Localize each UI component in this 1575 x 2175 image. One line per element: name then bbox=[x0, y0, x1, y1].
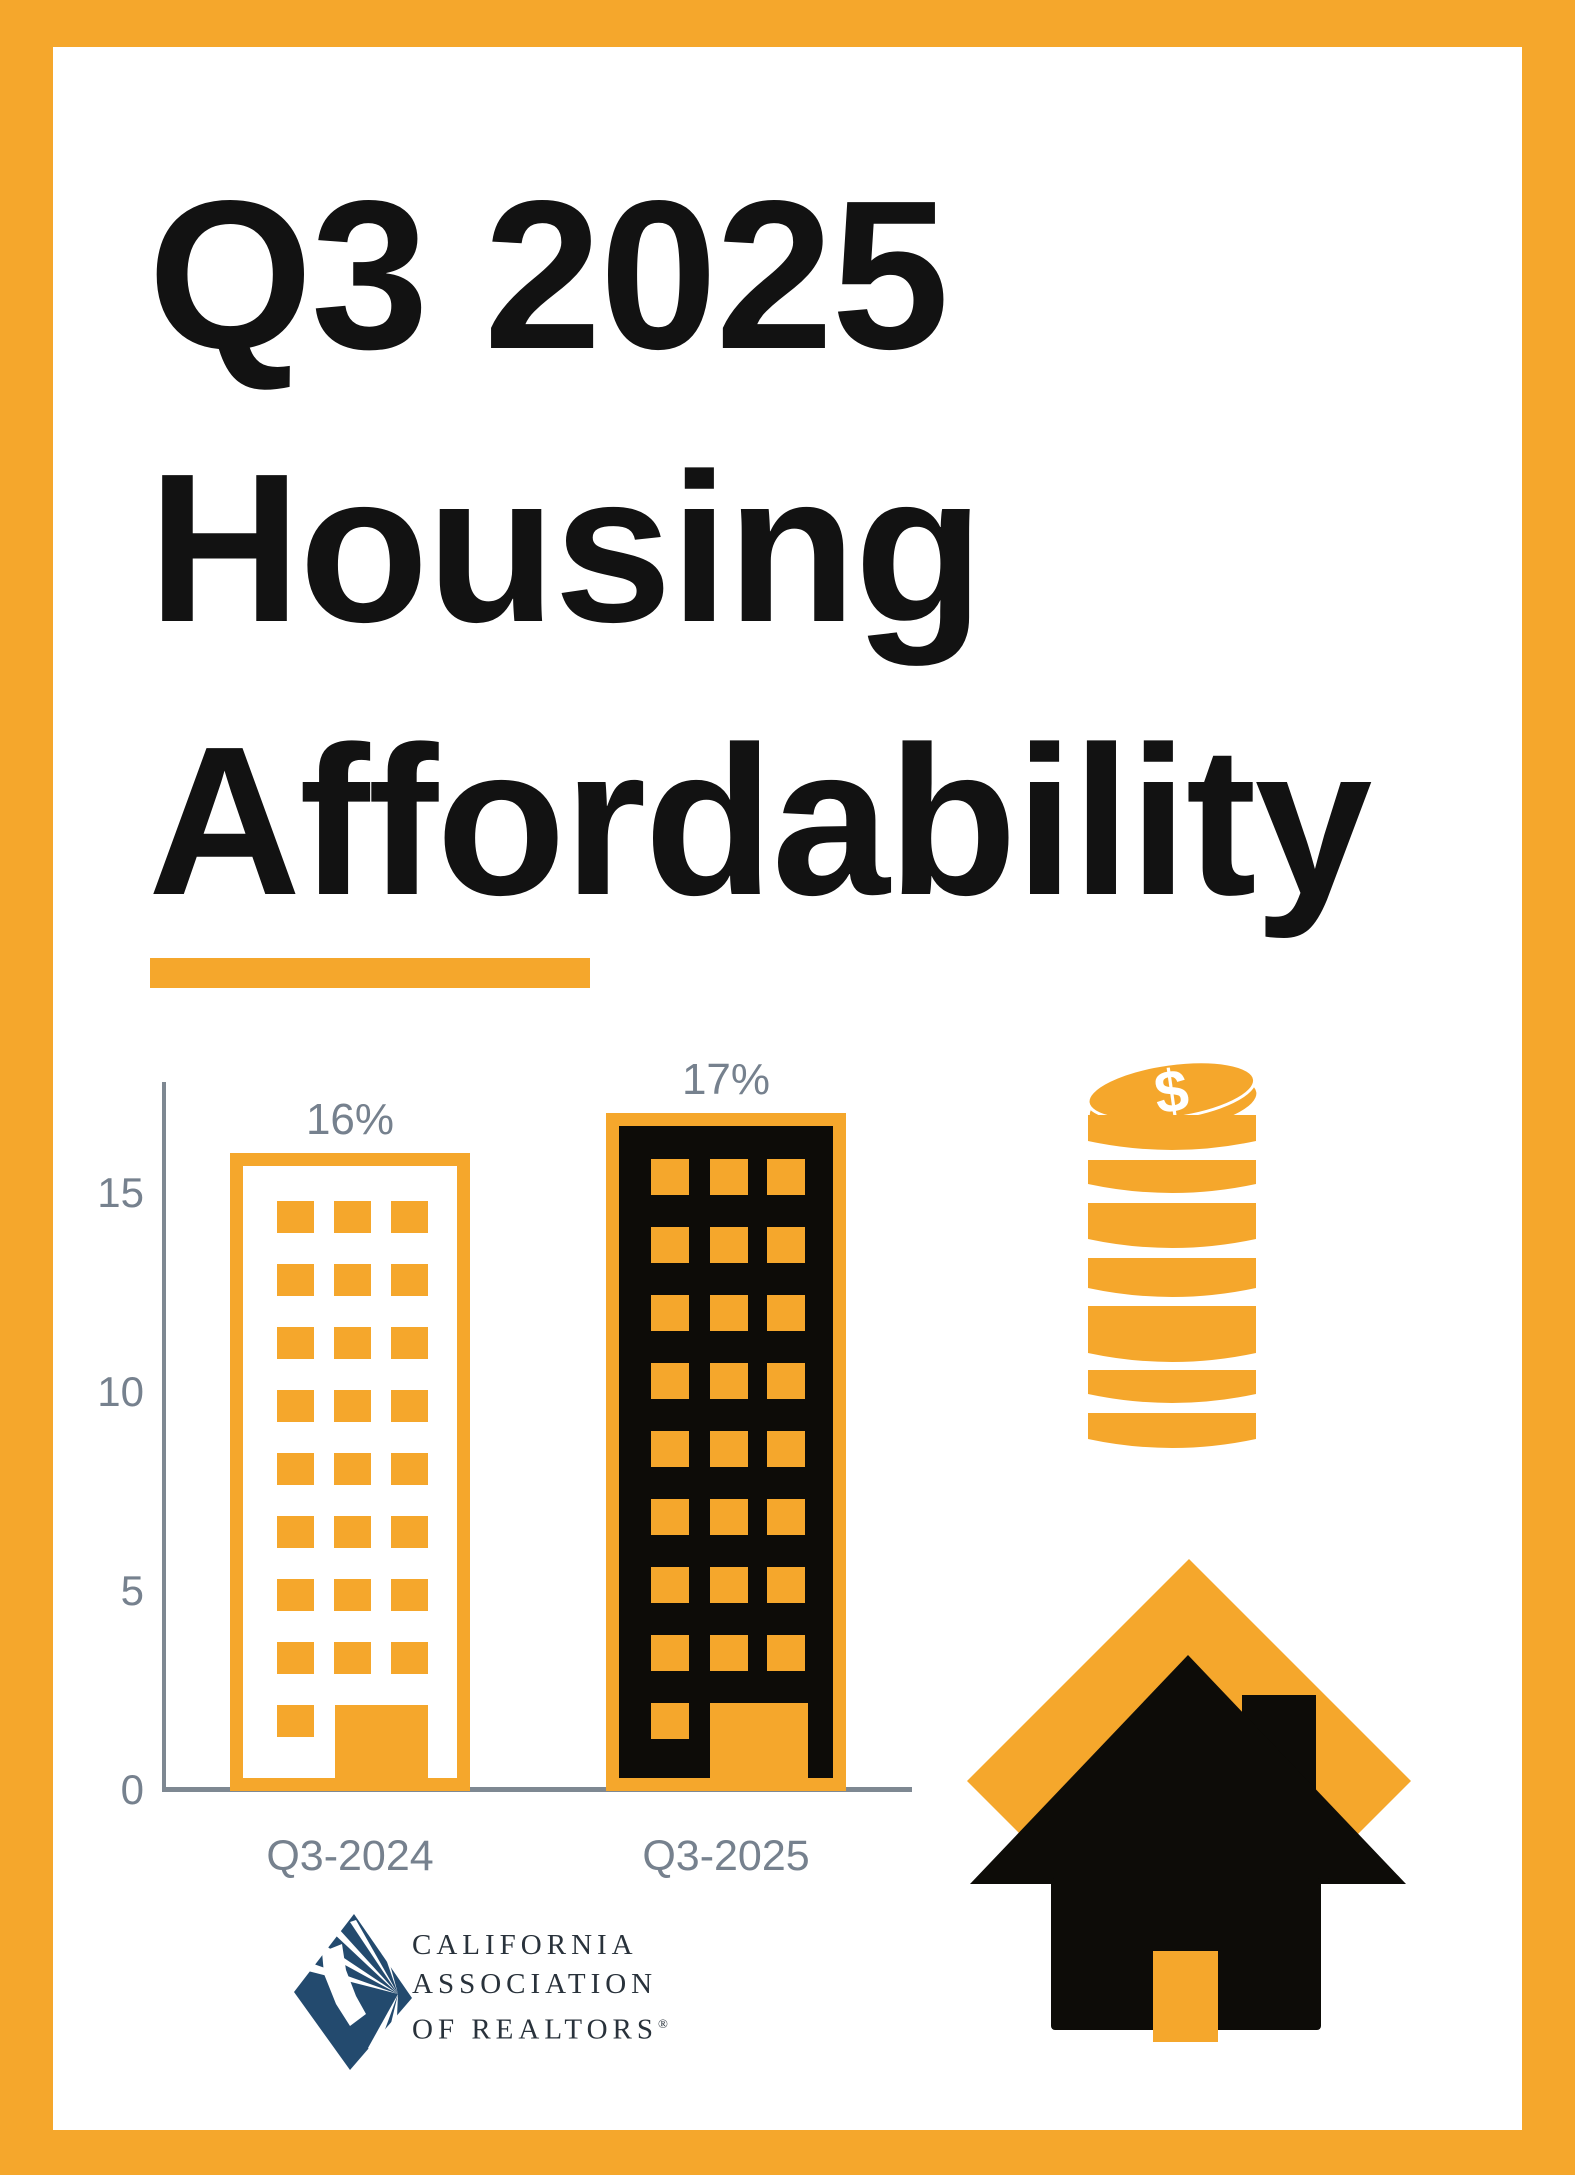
building-window bbox=[767, 1227, 805, 1263]
building-window bbox=[391, 1642, 428, 1674]
y-tick-5: 5 bbox=[120, 1567, 144, 1614]
building-window bbox=[651, 1431, 689, 1467]
building-window bbox=[710, 1227, 748, 1263]
building-window bbox=[277, 1642, 314, 1674]
building-window bbox=[334, 1579, 371, 1611]
car-logo-text: CALIFORNIA ASSOCIATION OF REALTORS® bbox=[412, 1926, 668, 2050]
building-window bbox=[767, 1363, 805, 1399]
building-window bbox=[334, 1642, 371, 1674]
y-tick-15: 15 bbox=[97, 1169, 144, 1216]
california-state-silhouette bbox=[322, 1944, 366, 2026]
building-window bbox=[767, 1567, 805, 1603]
building-window bbox=[391, 1264, 428, 1296]
house-roof bbox=[970, 1655, 1406, 1884]
title-line-3: Affordability bbox=[148, 702, 1372, 939]
building-window bbox=[277, 1264, 314, 1296]
house-door bbox=[1153, 1951, 1218, 2042]
x-axis-line bbox=[162, 1787, 912, 1792]
building-window bbox=[710, 1431, 748, 1467]
building-window bbox=[651, 1703, 689, 1739]
building-window bbox=[277, 1453, 314, 1485]
title-line-2: Housing bbox=[148, 429, 984, 666]
building-window bbox=[334, 1516, 371, 1548]
building-window bbox=[710, 1159, 748, 1195]
building-window bbox=[651, 1159, 689, 1195]
title-divider bbox=[150, 958, 590, 988]
building-window bbox=[277, 1201, 314, 1233]
building-window bbox=[651, 1363, 689, 1399]
building-window bbox=[277, 1390, 314, 1422]
building-window bbox=[767, 1159, 805, 1195]
title-line-1: Q3 2025 bbox=[148, 156, 949, 393]
building-window bbox=[391, 1453, 428, 1485]
building-window bbox=[710, 1567, 748, 1603]
bar-building-q3-2024 bbox=[230, 1153, 470, 1791]
building-window bbox=[277, 1579, 314, 1611]
building-window bbox=[334, 1201, 371, 1233]
y-axis-line bbox=[162, 1082, 166, 1792]
building-window bbox=[334, 1453, 371, 1485]
building-door bbox=[710, 1703, 808, 1790]
x-category-q3-2025: Q3-2025 bbox=[642, 1832, 810, 1880]
building-window bbox=[391, 1579, 428, 1611]
bar-building-q3-2025 bbox=[606, 1113, 846, 1791]
x-category-q3-2024: Q3-2024 bbox=[266, 1832, 434, 1880]
building-window bbox=[767, 1431, 805, 1467]
building-window bbox=[277, 1516, 314, 1548]
building-window bbox=[391, 1201, 428, 1233]
building-window bbox=[391, 1327, 428, 1359]
logo-line-association: ASSOCIATION bbox=[412, 1968, 658, 2000]
building-window bbox=[651, 1635, 689, 1671]
building-window bbox=[710, 1635, 748, 1671]
page-title: Q3 2025 Housing Affordability bbox=[148, 138, 1372, 957]
y-tick-0: 0 bbox=[120, 1766, 144, 1813]
building-window bbox=[277, 1327, 314, 1359]
building-window bbox=[710, 1295, 748, 1331]
y-tick-10: 10 bbox=[97, 1368, 144, 1415]
building-window bbox=[710, 1499, 748, 1535]
building-window bbox=[391, 1390, 428, 1422]
building-window bbox=[651, 1295, 689, 1331]
building-window bbox=[651, 1499, 689, 1535]
building-window bbox=[277, 1705, 314, 1737]
building-window bbox=[334, 1390, 371, 1422]
building-window bbox=[334, 1327, 371, 1359]
car-logo-mark bbox=[294, 1914, 412, 2070]
logo-line-california: CALIFORNIA bbox=[412, 1929, 638, 1961]
registered-mark: ® bbox=[657, 2016, 668, 2031]
building-window bbox=[710, 1363, 748, 1399]
coin-stack-icon: $ bbox=[1086, 1058, 1257, 1448]
house-icon bbox=[967, 1559, 1411, 2042]
building-window bbox=[334, 1264, 371, 1296]
building-door bbox=[335, 1705, 428, 1790]
building-window bbox=[767, 1499, 805, 1535]
logo-line-of-realtors: OF REALTORS® bbox=[412, 2013, 668, 2046]
building-window bbox=[767, 1295, 805, 1331]
building-window bbox=[651, 1567, 689, 1603]
bar-value-label-q3-2024: 16% bbox=[305, 1095, 395, 1144]
building-window bbox=[767, 1635, 805, 1671]
bar-value-label-q3-2025: 17% bbox=[681, 1055, 771, 1104]
building-window bbox=[651, 1227, 689, 1263]
building-window bbox=[391, 1516, 428, 1548]
